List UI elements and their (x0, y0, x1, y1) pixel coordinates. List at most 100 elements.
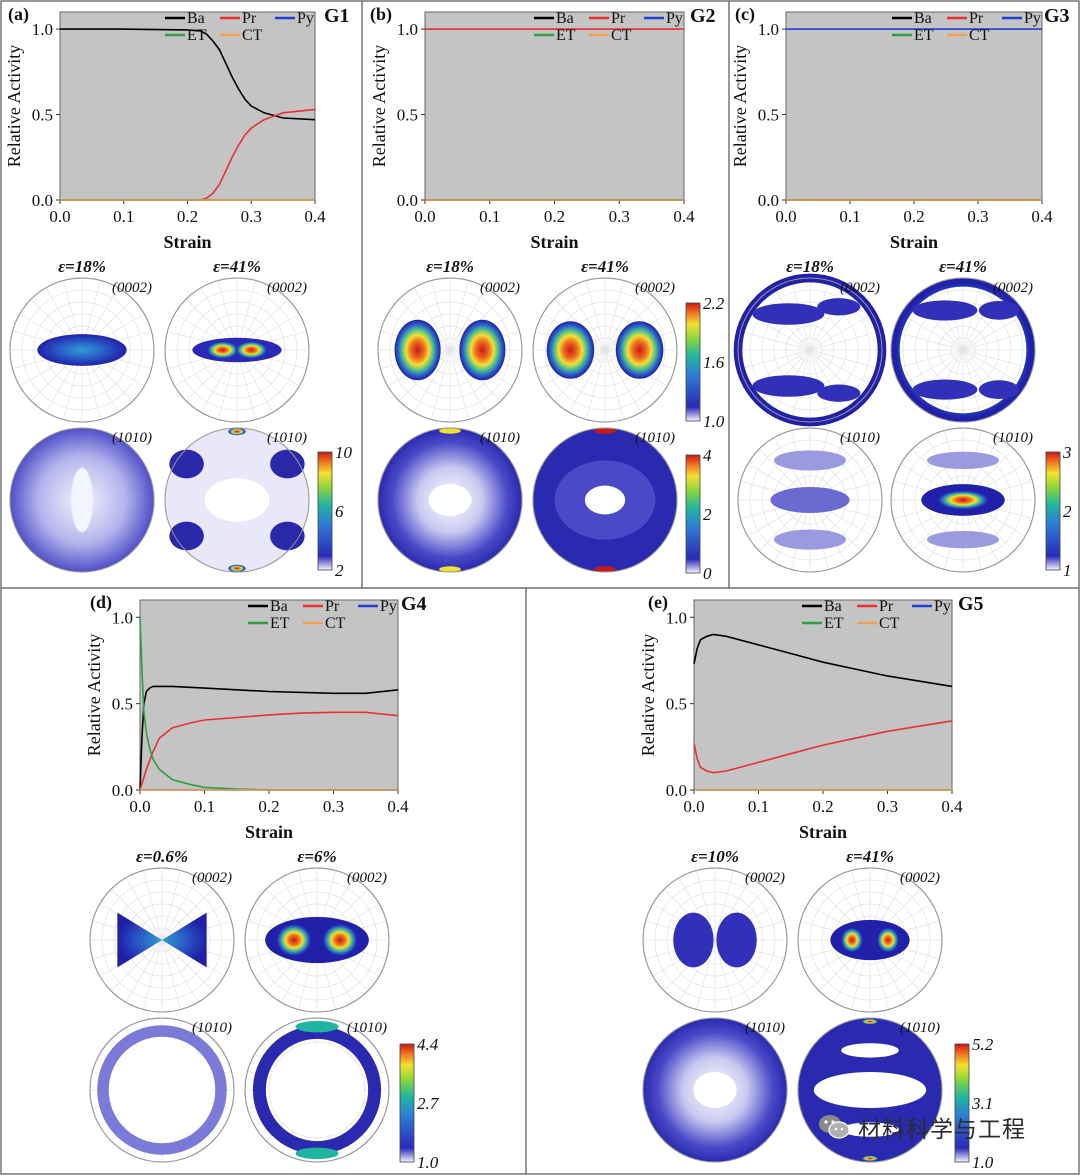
panel-b: 0.0 0.1 0.2 0.3 0.4 0.0 0.5 1.0 Strain Relative A… (369, 4, 725, 583)
y-tick-label: 0.0 (666, 781, 687, 800)
strain-label: ε=41% (939, 257, 987, 276)
legend-label-py: Py (934, 598, 951, 615)
y-tick-label: 1.0 (397, 20, 418, 39)
wechat-icon (819, 1115, 850, 1139)
pole-figure-rim (164, 277, 310, 423)
intensity-contour (774, 529, 846, 550)
plot-area (785, 11, 1043, 201)
legend-label-py: Py (666, 10, 683, 27)
legend-label-et: ET (556, 27, 576, 44)
intensity-contour (752, 303, 825, 325)
intensity-contour (204, 478, 270, 522)
x-tick-label: 0.3 (877, 797, 898, 816)
legend-label-ba: Ba (556, 10, 574, 27)
intensity-contour (817, 298, 861, 316)
basal-plane-label: (0002) (267, 280, 307, 296)
colorbar-tick-label: 5.2 (972, 1035, 994, 1054)
basal-plane-label: (0002) (993, 280, 1033, 296)
legend-label-ba: Ba (824, 598, 842, 615)
legend-label-ct: CT (242, 27, 263, 44)
colorbar (1045, 451, 1061, 571)
legend-label-ba: Ba (187, 10, 205, 27)
intensity-contour (439, 428, 461, 434)
panel-letter: (b) (370, 4, 392, 25)
strain-label: ε=6% (297, 847, 336, 866)
x-tick-label: 0.0 (49, 207, 70, 226)
y-tick-label: 0.5 (666, 695, 687, 714)
pole-figure-contours (165, 428, 309, 573)
intensity-contour (228, 564, 246, 573)
x-tick-label: 0.2 (903, 207, 924, 226)
panel-e: 0.0 0.1 0.2 0.3 0.4 0.0 0.5 1.0 Strain Relative A… (638, 592, 994, 1172)
series-line-ba (693, 633, 953, 688)
panel-letter: (e) (648, 592, 668, 613)
legend-label-pr: Pr (879, 598, 894, 615)
pole-figure-rim (377, 427, 523, 573)
intensity-contour (295, 1020, 339, 1033)
strain-label: ε=41% (581, 257, 629, 276)
pole-figure-rim (737, 277, 883, 423)
x-tick-label: 0.1 (113, 207, 134, 226)
strain-label: ε=18% (58, 257, 106, 276)
basal-plane-label: (0002) (192, 870, 232, 886)
colorbar-tick-label: 2 (1063, 502, 1072, 521)
x-axis-label: Strain (890, 232, 938, 252)
intensity-contour (716, 912, 757, 968)
pole-figure-contours (252, 1020, 382, 1160)
y-axis-label: Relative Activity (638, 634, 658, 756)
x-tick-label: 0.4 (304, 207, 326, 226)
basal-plane-label: (0002) (112, 280, 152, 296)
strain-label: ε=18% (426, 257, 474, 276)
colorbar (317, 451, 333, 571)
colorbar (685, 302, 701, 422)
intensity-contour (978, 301, 1020, 320)
x-tick-label: 0.3 (241, 207, 262, 226)
intensity-contour (439, 566, 461, 572)
y-tick-label: 1.0 (758, 20, 779, 39)
grain-label: G4 (401, 593, 427, 615)
plot-area (424, 11, 685, 201)
strain-label: ε=0.6% (136, 847, 188, 866)
intensity-contour (752, 375, 825, 397)
x-tick-label: 0.3 (967, 207, 988, 226)
pole-figure-contours (770, 450, 850, 550)
colorbar (954, 1043, 970, 1163)
strain-label: ε=10% (691, 847, 739, 866)
pole-figure-rim (532, 427, 678, 573)
watermark: 材料科学与工程 (818, 1112, 1026, 1143)
colorbar-tick-label: 4.4 (417, 1035, 439, 1054)
y-tick-label: 0.5 (758, 106, 779, 125)
intensity-contour (615, 321, 664, 379)
x-tick-label: 0.3 (609, 207, 630, 226)
intensity-contour (117, 912, 207, 968)
prism-plane-label: (1010) (745, 1020, 785, 1036)
legend-label-ct: CT (611, 27, 632, 44)
intensity-contour (594, 428, 616, 434)
intensity-contour (428, 484, 472, 516)
x-tick-label: 0.0 (129, 797, 150, 816)
strain-label: ε=41% (213, 257, 261, 276)
pole-figure-rim (532, 277, 678, 423)
pole-figure-contours (533, 428, 677, 572)
colorbar-tick-label: 1.0 (703, 412, 725, 431)
legend-label-pr: Pr (325, 598, 340, 615)
intensity-contour (270, 521, 305, 551)
intensity-contour (235, 341, 268, 359)
series-line-pr (693, 720, 953, 774)
pole-figure-contours (117, 912, 207, 968)
x-axis-label: Strain (530, 232, 578, 252)
intensity-contour (877, 927, 899, 953)
x-tick-label: 0.4 (941, 797, 963, 816)
legend-label-py: Py (1024, 10, 1041, 27)
intensity-contour (97, 1025, 227, 1155)
intensity-contour (927, 530, 999, 549)
y-axis-label: Relative Activity (730, 45, 750, 167)
legend-label-pr: Pr (969, 10, 984, 27)
intensity-contour (813, 1072, 927, 1108)
prism-plane-label: (1010) (993, 430, 1033, 446)
intensity-contour (459, 319, 506, 381)
panel-letter: (c) (735, 4, 755, 25)
intensity-contour (978, 380, 1020, 399)
intensity-contour (276, 924, 312, 956)
legend-label-et: ET (824, 615, 844, 632)
